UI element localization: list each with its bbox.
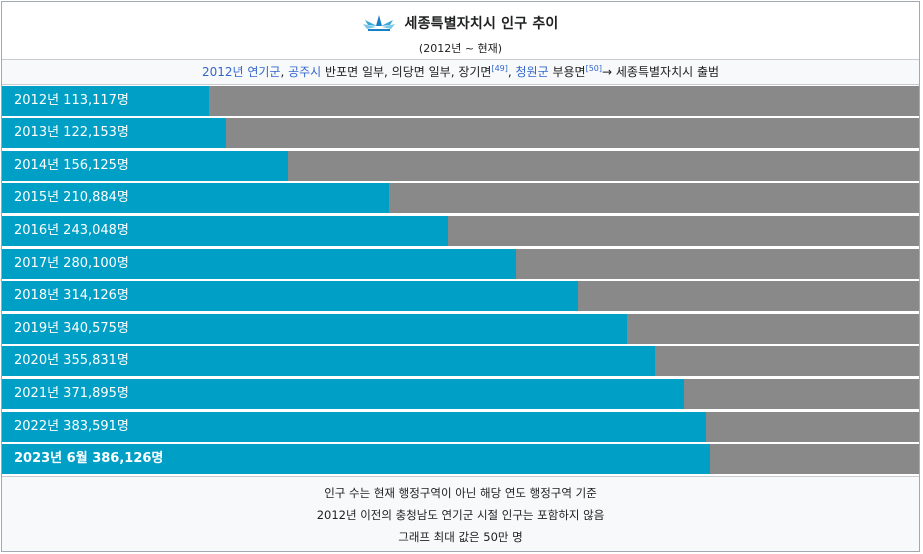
- bar-row: 2014년 156,125명: [2, 150, 919, 181]
- bar-label: 2014년 156,125명: [14, 157, 129, 173]
- bar-label: 2023년 6월 386,126명: [14, 451, 164, 467]
- bar-label: 2021년 371,895명: [14, 385, 129, 401]
- sejong-emblem-icon: [363, 15, 396, 31]
- bar-row: 2019년 340,575명: [2, 313, 919, 344]
- bar-label: 2018년 314,126명: [14, 288, 129, 304]
- bar-row: 2020년 355,831명: [2, 346, 919, 377]
- bar-fill: [2, 150, 289, 181]
- bar-fill: [2, 313, 627, 344]
- bar-label: 2013년 122,153명: [14, 125, 129, 141]
- bar-fill: [2, 411, 706, 442]
- bar-fill: [2, 378, 685, 409]
- infobox-header: 세종특별자치시 인구 추이 (2012년 ~ 현재): [2, 2, 919, 60]
- bar-fill: [2, 281, 579, 312]
- chart-notes: 인구 수는 현재 행정구역이 아닌 해당 연도 행정구역 기준 2012년 이전…: [2, 476, 919, 551]
- bar-fill: [2, 346, 655, 377]
- bar-label: 2019년 340,575명: [14, 320, 129, 336]
- history-text-1: 반포면 일부, 의당면 일부, 장기면: [321, 65, 492, 79]
- note-line: 2012년 이전의 충청남도 연기군 시절 인구는 포함하지 않음: [316, 508, 605, 522]
- bar-fill: [2, 183, 389, 214]
- bar-label: 2017년 280,100명: [14, 255, 129, 271]
- bar-row: 2023년 6월 386,126명: [2, 444, 919, 475]
- population-bar-chart: 2012년 113,117명 2013년 122,153명 2014년 156,12…: [2, 85, 919, 477]
- title-row: 세종특별자치시 인구 추이: [2, 2, 919, 34]
- bar-label: 2016년 243,048명: [14, 222, 129, 238]
- note-line: 인구 수는 현재 행정구역이 아닌 해당 연도 행정구역 기준: [324, 486, 597, 500]
- bar-label: 2022년 383,591명: [14, 418, 129, 434]
- history-separator: ,: [280, 65, 289, 79]
- bar-label: 2015년 210,884명: [14, 190, 129, 206]
- bar-fill: [2, 118, 227, 149]
- bar-fill: [2, 85, 210, 116]
- bar-row: 2018년 314,126명: [2, 281, 919, 312]
- bar-label: 2020년 355,831명: [14, 353, 129, 369]
- chart-title: 세종특별자치시 인구 추이: [404, 16, 559, 32]
- link-yeongi-gun[interactable]: 2012년 연기군: [201, 65, 281, 79]
- note-line: 그래프 최대 값은 50만 명: [398, 530, 523, 544]
- bar-row: 2015년 210,884명: [2, 183, 919, 214]
- link-cheongwon-gun[interactable]: 청원군: [515, 65, 549, 79]
- history-line: 2012년 연기군, 공주시 반포면 일부, 의당면 일부, 장기면[49], …: [2, 60, 919, 85]
- bar-row: 2013년 122,153명: [2, 118, 919, 149]
- bar-fill: [2, 248, 516, 279]
- bar-label: 2012년 113,117명: [14, 92, 129, 108]
- reference-49[interactable]: [49]: [491, 64, 508, 73]
- bar-fill: [2, 444, 711, 475]
- history-separator: ,: [507, 65, 516, 79]
- bar-row: 2012년 113,117명: [2, 85, 919, 116]
- history-text-3: → 세종특별자치시 출범: [602, 65, 720, 79]
- bar-row: 2021년 371,895명: [2, 378, 919, 409]
- bar-row: 2022년 383,591명: [2, 411, 919, 442]
- history-text-2: 부용면: [548, 65, 586, 79]
- link-gongju-si[interactable]: 공주시: [288, 65, 322, 79]
- bar-row: 2016년 243,048명: [2, 215, 919, 246]
- reference-50[interactable]: [50]: [585, 64, 602, 73]
- bar-fill: [2, 215, 448, 246]
- chart-subtitle: (2012년 ~ 현재): [418, 42, 503, 55]
- bar-row: 2017년 280,100명: [2, 248, 919, 279]
